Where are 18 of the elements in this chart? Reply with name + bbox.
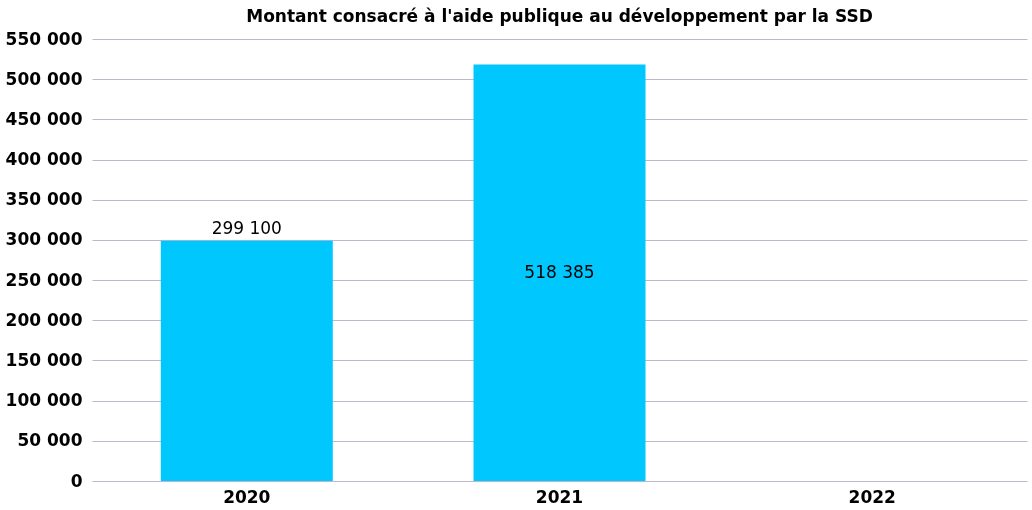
x-tick-label: 2020 xyxy=(223,486,271,507)
y-tick-label: 250 000 xyxy=(5,269,83,290)
y-tick-label: 350 000 xyxy=(5,189,83,210)
y-tick-label: 450 000 xyxy=(5,108,83,129)
y-tick-label: 150 000 xyxy=(5,349,83,370)
y-tick-label: 400 000 xyxy=(5,149,83,170)
y-tick-label: 550 000 xyxy=(5,28,83,49)
y-tick-label: 200 000 xyxy=(5,309,83,330)
data-label: 299 100 xyxy=(211,217,282,238)
y-tick-label: 100 000 xyxy=(5,390,83,411)
x-tick-label: 2022 xyxy=(848,486,896,507)
y-tick-label: 300 000 xyxy=(5,229,83,250)
y-tick-label: 50 000 xyxy=(17,430,83,451)
y-tick-label: 0 xyxy=(70,470,83,491)
x-tick-label: 2021 xyxy=(535,486,584,507)
y-tick-label: 500 000 xyxy=(5,68,83,89)
data-label: 518 385 xyxy=(524,261,595,282)
chart-title: Montant consacré à l'aide publique au développement par la SSD xyxy=(246,6,873,26)
